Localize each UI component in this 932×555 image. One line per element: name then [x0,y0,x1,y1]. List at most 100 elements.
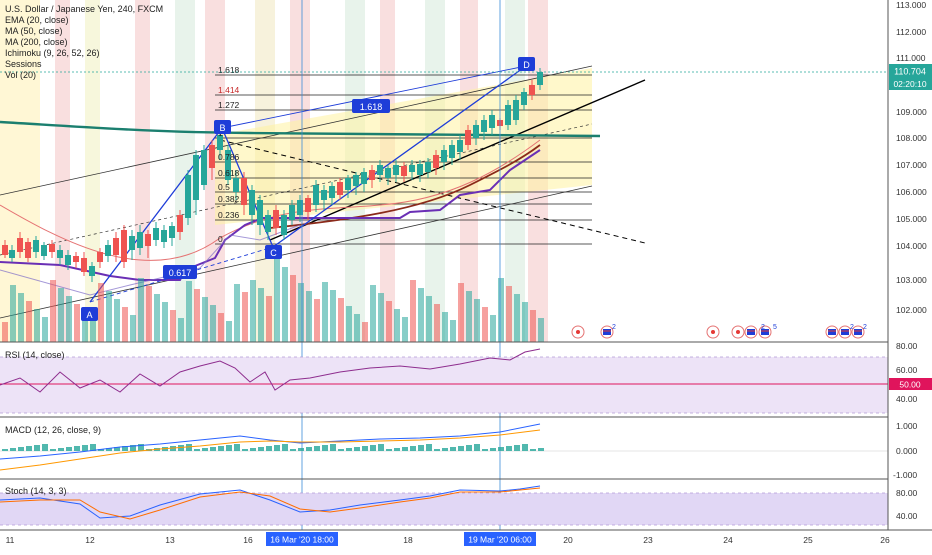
macd-hist-bar [298,448,304,451]
candle-body [121,230,127,262]
time-tick: 23 [643,535,653,545]
candle-body [201,150,207,185]
volume-bar [258,288,264,342]
macd-histogram [2,444,544,451]
rsi-pane-label[interactable]: RSI (14, close) [5,350,65,360]
volume-bar [194,289,200,342]
macd-hist-bar [26,446,32,451]
volume-bar [234,284,240,342]
event-badge[interactable] [758,325,772,339]
candle-body [457,140,463,152]
point-d-marker[interactable]: D [518,57,535,71]
indicator-volume[interactable]: Vol (20) [5,70,37,80]
macd-hist-bar [330,444,336,451]
volume-bar [90,320,96,342]
macd-signal-line [0,429,541,471]
candle-body [425,162,431,172]
dashed-trendline [219,139,646,244]
indicator-ichimoku[interactable]: Ichimoku (9, 26, 52, 26) [5,48,100,58]
volume-bar [290,275,296,342]
macd-hist-bar [514,445,520,451]
candle-body [329,186,335,198]
point-c-marker[interactable]: C [265,245,282,259]
candle-body [2,245,8,255]
macd-hist-bar [410,446,416,451]
svg-text:60.00: 60.00 [896,365,918,375]
macd-hist-bar [122,446,128,451]
volume-bar [122,307,128,342]
volume-bar [346,306,352,342]
candle-body [449,145,455,158]
candle-body [209,145,215,168]
candle-body [17,238,23,252]
point-a-marker[interactable]: A [81,307,98,321]
candle-body [401,166,407,176]
event-count: 2 [612,324,616,331]
price-tick: 102.000 [896,305,927,315]
macd-hist-bar [234,444,240,451]
macd-hist-bar [58,448,64,451]
macd-hist-bar [194,449,200,451]
macd-hist-bar [370,445,376,451]
price-tick: 111.000 [896,53,926,63]
point-b-marker[interactable]: B [214,120,231,134]
macd-hist-bar [394,448,400,451]
candle-body [33,240,39,252]
candle-body [385,168,391,178]
macd-hist-bar [258,447,264,451]
indicator-ema[interactable]: EMA (20, close) [5,15,69,25]
ratio-bd-badge[interactable]: 1.618 [352,99,390,113]
candle-body [129,236,135,250]
macd-hist-bar [82,445,88,451]
volume-bar [186,281,192,342]
indicator-sessions[interactable]: Sessions [5,59,42,69]
volume-bar [322,282,328,342]
macd-hist-bar [450,447,456,451]
candle-body [513,100,519,120]
candle-body [145,234,151,246]
event-badge[interactable] [825,325,839,339]
macd-hist-bar [434,449,440,451]
macd-hist-bar [498,447,504,451]
volume-bar [146,286,152,342]
macd-hist-bar [50,449,56,451]
event-badge[interactable] [731,325,745,339]
volume-bar [266,296,272,342]
indicator-ma50[interactable]: MA (50, close) [5,26,63,36]
event-badge[interactable] [600,325,614,339]
svg-text:16 Mar '20 18:00: 16 Mar '20 18:00 [270,535,334,545]
macd-pane-label[interactable]: MACD (12, 26, close, 9) [5,425,102,435]
volume-bar [218,313,224,342]
session-band [85,0,100,342]
price-tick: 112.000 [896,27,926,37]
event-badge[interactable] [744,325,758,339]
chart-legend[interactable]: U.S. Dollar / Japanese Yen, 240, FXCM EM… [5,4,163,81]
svg-text:-1.000: -1.000 [893,470,917,480]
candle-body [473,125,479,138]
volume-bar [210,305,216,342]
time-axis[interactable]: 1112131618192023242526 [6,535,890,545]
point-a-label: A [86,310,92,320]
symbol-title[interactable]: U.S. Dollar / Japanese Yen, 240, FXCM [5,4,164,14]
price-axis[interactable]: 113.000112.000111.000110.000109.000108.0… [896,0,927,315]
macd-hist-bar [538,448,544,451]
candle-body [73,256,79,262]
stoch-pane-label[interactable]: Stoch (14, 3, 3) [5,486,67,496]
candle-body [393,165,399,175]
volume-bar [18,293,24,342]
ratio-ac-badge[interactable]: 0.617 [163,265,197,279]
macd-axis: 1.000 0.000 -1.000 [893,421,918,480]
event-badge[interactable] [838,325,852,339]
candle-body [305,198,311,212]
event-badge[interactable] [571,325,585,339]
ratio-ac-text: 0.617 [169,268,192,278]
volume-bar [450,320,456,342]
indicator-ma200[interactable]: MA (200, close) [5,37,68,47]
candle-body [217,135,223,150]
macd-hist-bar [354,447,360,451]
svg-text:0.000: 0.000 [896,446,918,456]
event-badge[interactable] [706,325,720,339]
event-badge[interactable] [851,325,865,339]
svg-text:40.00: 40.00 [896,394,918,404]
